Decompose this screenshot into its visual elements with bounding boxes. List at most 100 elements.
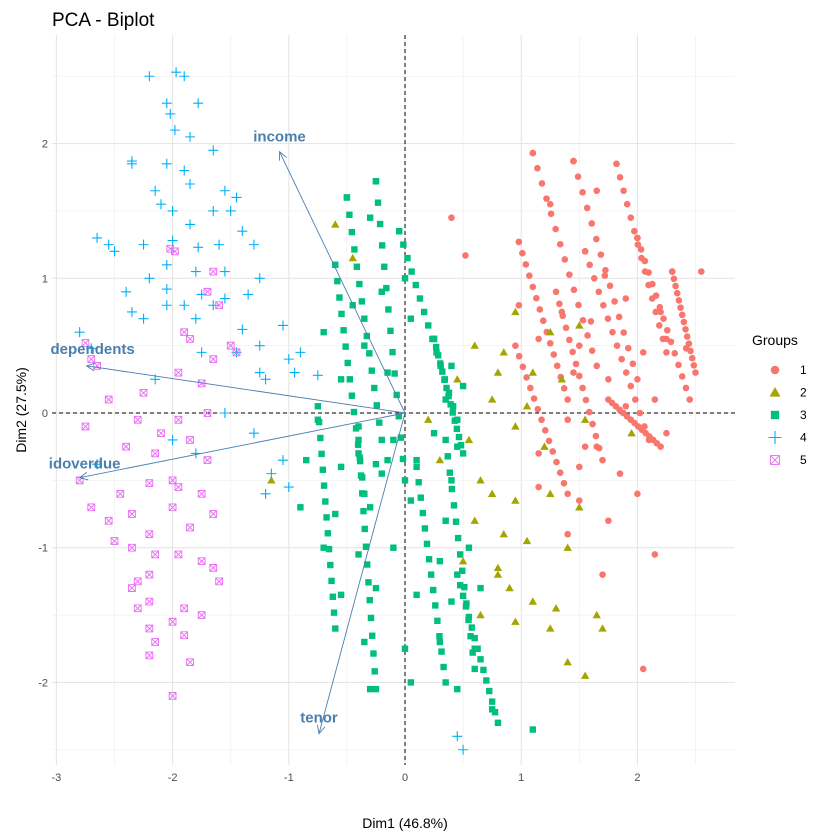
data-point — [660, 315, 667, 323]
data-point — [528, 597, 538, 605]
data-point — [109, 246, 120, 257]
data-point — [243, 289, 254, 300]
data-point — [459, 592, 467, 600]
data-point — [215, 301, 223, 310]
data-point — [103, 239, 114, 250]
data-point — [471, 634, 478, 642]
data-point — [461, 583, 468, 591]
legend-label-1: 1 — [800, 363, 807, 377]
data-point — [186, 523, 194, 532]
data-point — [425, 556, 433, 563]
data-point — [564, 396, 571, 403]
data-point — [477, 584, 484, 592]
data-point — [395, 227, 403, 235]
data-point — [328, 577, 335, 585]
x-tick-label: -3 — [52, 772, 62, 784]
data-point — [454, 534, 462, 542]
data-point — [605, 376, 612, 383]
data-point — [355, 450, 362, 457]
data-point — [471, 665, 478, 673]
data-point — [320, 544, 327, 551]
data-point — [404, 254, 411, 262]
legend-label-2: 2 — [800, 386, 807, 400]
data-point — [237, 226, 248, 237]
data-point — [483, 677, 490, 684]
data-point — [432, 602, 439, 609]
data-point — [161, 259, 172, 270]
data-point — [522, 402, 532, 410]
data-point — [383, 284, 390, 292]
data-point — [615, 313, 623, 321]
data-point — [138, 239, 149, 250]
data-point — [692, 369, 699, 376]
data-point — [459, 450, 467, 457]
data-point — [436, 638, 444, 646]
variable-arrows: income dependents idoverdue tenor — [49, 129, 406, 735]
data-point — [332, 625, 339, 632]
data-point — [407, 315, 415, 322]
y-tick-label: 2 — [42, 139, 48, 151]
data-point — [439, 368, 446, 375]
data-point — [372, 460, 380, 468]
data-point — [556, 469, 564, 476]
data-point — [686, 396, 693, 403]
data-point — [155, 199, 166, 210]
data-point — [277, 320, 288, 331]
data-point — [456, 551, 464, 558]
data-point — [303, 456, 310, 464]
data-point — [420, 308, 428, 316]
data-point — [445, 392, 452, 400]
data-point — [663, 429, 670, 437]
data-point — [327, 561, 334, 569]
data-point — [579, 316, 587, 324]
data-point — [618, 355, 625, 363]
data-point — [539, 317, 547, 325]
data-point — [391, 370, 398, 377]
data-point — [454, 571, 461, 578]
data-point — [470, 341, 479, 349]
data-point — [332, 510, 339, 518]
data-point — [384, 456, 391, 464]
data-point — [168, 503, 177, 512]
data-point — [145, 530, 154, 539]
data-point — [436, 633, 443, 640]
data-point — [323, 514, 330, 521]
data-point — [185, 131, 196, 142]
data-point — [450, 502, 458, 509]
data-point — [357, 472, 365, 479]
data-point — [622, 369, 630, 376]
data-point — [390, 436, 397, 444]
data-point — [344, 359, 351, 367]
data-point — [553, 362, 561, 370]
data-point — [543, 195, 550, 202]
data-point — [329, 593, 336, 600]
data-point — [651, 396, 659, 403]
data-point — [602, 266, 609, 274]
data-point — [609, 328, 616, 336]
data-point — [356, 457, 364, 465]
data-point — [511, 496, 520, 504]
data-point — [363, 332, 371, 340]
data-point — [376, 419, 383, 426]
data-point — [546, 624, 555, 632]
data-point — [186, 335, 194, 343]
data-point — [634, 490, 641, 498]
data-point — [552, 288, 560, 296]
data-point — [435, 352, 442, 359]
data-point — [260, 374, 271, 385]
data-point — [522, 536, 532, 545]
data-point — [576, 463, 583, 471]
data-point — [190, 448, 201, 459]
data-point — [546, 339, 554, 347]
data-point — [361, 342, 368, 349]
series-2 — [267, 220, 636, 679]
data-point — [343, 194, 351, 201]
series-3 — [297, 178, 537, 733]
data-point — [435, 455, 445, 464]
data-point — [401, 477, 409, 484]
data-point — [656, 322, 663, 329]
data-point — [645, 269, 652, 276]
data-point — [649, 280, 656, 288]
data-point — [562, 324, 570, 332]
